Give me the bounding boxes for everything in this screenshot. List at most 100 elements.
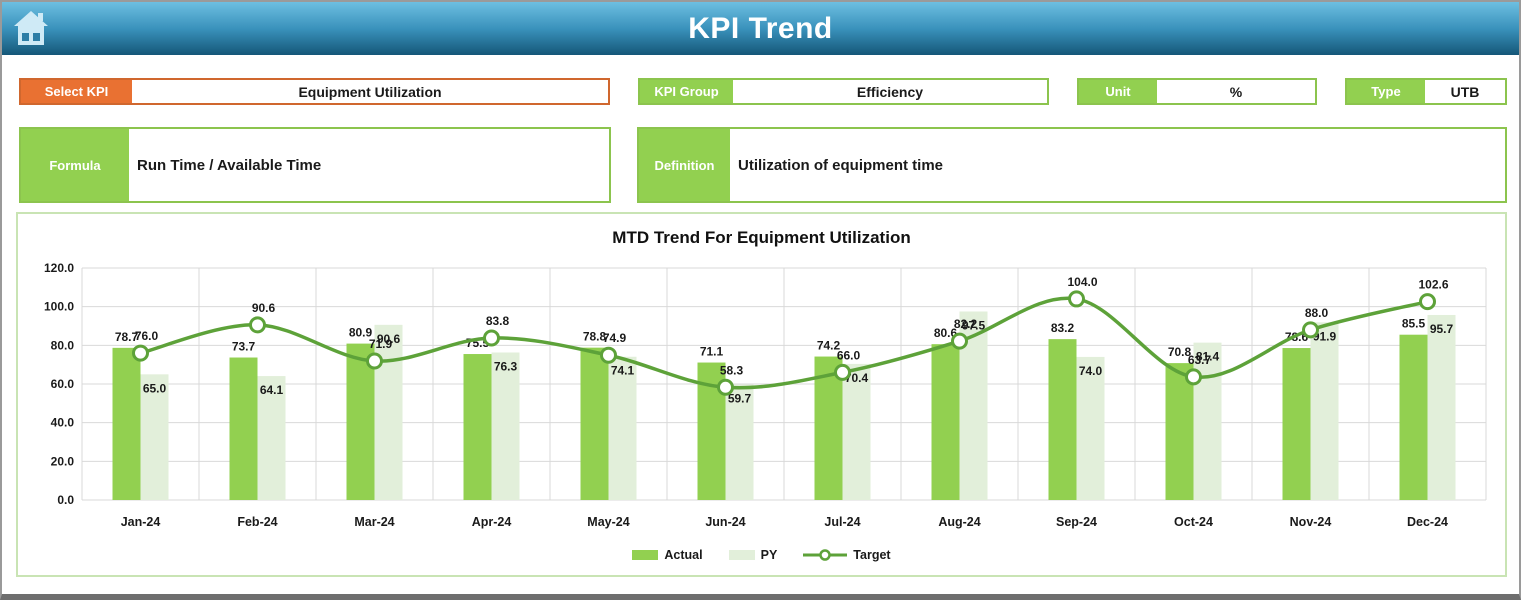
svg-text:76.3: 76.3 <box>494 359 518 373</box>
header-bar: KPI Trend <box>2 2 1519 55</box>
home-icon[interactable] <box>10 7 52 49</box>
svg-text:60.0: 60.0 <box>51 377 75 391</box>
home-icon-svg <box>14 11 48 45</box>
bar-actual <box>814 356 843 500</box>
legend-swatch-py <box>728 550 755 560</box>
svg-text:95.7: 95.7 <box>1430 322 1454 336</box>
svg-text:Sep-24: Sep-24 <box>1056 515 1097 529</box>
target-marker <box>951 332 968 350</box>
y-axis-labels: 0.0 20.0 40.0 60.0 80.0 100.0 120.0 <box>44 261 74 507</box>
target-marker <box>1419 293 1436 311</box>
svg-text:Jun-24: Jun-24 <box>705 515 745 529</box>
legend-item-actual: Actual <box>632 548 703 562</box>
svg-text:104.0: 104.0 <box>1067 275 1097 289</box>
definition-control: Definition Utilization of equipment time <box>637 127 1507 203</box>
svg-text:74.1: 74.1 <box>611 364 635 378</box>
svg-text:65.0: 65.0 <box>143 381 167 395</box>
x-axis-labels: Jan-24 Feb-24 Mar-24 Apr-24 May-24 Jun-24 Jul-… <box>121 515 1448 529</box>
definition-value: Utilization of equipment time <box>730 129 1505 201</box>
svg-text:40.0: 40.0 <box>51 416 75 430</box>
svg-text:71.1: 71.1 <box>700 345 724 359</box>
definition-label: Definition <box>639 129 730 201</box>
svg-text:20.0: 20.0 <box>51 454 75 468</box>
svg-text:80.0: 80.0 <box>51 338 75 352</box>
svg-text:71.9: 71.9 <box>369 337 393 351</box>
svg-text:80.9: 80.9 <box>349 326 373 340</box>
bar-actual <box>1165 363 1194 500</box>
bar-py <box>257 376 286 500</box>
svg-text:63.7: 63.7 <box>1188 353 1212 367</box>
bar-py <box>725 384 754 500</box>
target-marker <box>1302 321 1319 339</box>
formula-control: Formula Run Time / Available Time <box>19 127 611 203</box>
svg-text:Oct-24: Oct-24 <box>1174 515 1213 529</box>
target-marker <box>834 363 851 381</box>
chart-title: MTD Trend For Equipment Utilization <box>612 228 911 247</box>
bar-actual <box>229 357 258 500</box>
bar-actual <box>1048 339 1077 500</box>
svg-text:88.0: 88.0 <box>1305 306 1329 320</box>
svg-text:Nov-24: Nov-24 <box>1290 515 1332 529</box>
svg-text:74.2: 74.2 <box>817 339 841 353</box>
type-label: Type <box>1347 80 1425 103</box>
legend-line-target <box>803 549 848 561</box>
svg-text:73.7: 73.7 <box>232 340 256 354</box>
page-title: KPI Trend <box>688 11 833 45</box>
target-marker <box>1068 290 1085 308</box>
target-markers <box>132 290 1436 396</box>
bar-py <box>608 356 637 500</box>
target-marker <box>1185 368 1202 386</box>
bar-actual <box>931 344 960 500</box>
chart-legend: Actual PY Target <box>18 548 1505 562</box>
bar-actual <box>112 347 141 500</box>
svg-text:70.8: 70.8 <box>1168 345 1192 359</box>
bar-actual <box>346 343 375 500</box>
bar-py <box>1427 314 1456 500</box>
bar-actual <box>1282 348 1311 500</box>
legend-swatch-actual <box>632 550 659 560</box>
svg-text:0.0: 0.0 <box>57 493 74 507</box>
legend-label-target: Target <box>853 548 891 562</box>
type-control: Type UTB <box>1345 78 1507 105</box>
svg-text:83.2: 83.2 <box>1051 321 1075 335</box>
bar-py <box>140 374 169 500</box>
svg-text:Jul-24: Jul-24 <box>824 515 860 529</box>
select-kpi-value[interactable]: Equipment Utilization <box>132 80 608 103</box>
svg-text:82.2: 82.2 <box>954 317 978 331</box>
select-kpi-control: Select KPI Equipment Utilization <box>19 78 610 105</box>
bar-actual <box>1399 334 1428 500</box>
svg-text:74.0: 74.0 <box>1079 364 1103 378</box>
bar-actual <box>580 347 609 500</box>
svg-text:80.6: 80.6 <box>934 326 958 340</box>
legend-label-actual: Actual <box>664 548 703 562</box>
svg-text:85.5: 85.5 <box>1402 317 1426 331</box>
target-marker <box>600 346 617 364</box>
formula-label: Formula <box>21 129 129 201</box>
kpi-group-label: KPI Group <box>640 80 733 103</box>
formula-value: Run Time / Available Time <box>129 129 609 201</box>
svg-text:81.4: 81.4 <box>1196 350 1220 364</box>
target-marker <box>249 316 266 334</box>
trend-chart-panel: MTD Trend For Equipment Utilization 0.0 2… <box>16 212 1507 577</box>
svg-text:91.9: 91.9 <box>1313 329 1337 343</box>
svg-text:58.3: 58.3 <box>720 363 744 377</box>
svg-text:78.7: 78.7 <box>115 330 139 344</box>
bar-py <box>374 324 403 500</box>
svg-text:Jan-24: Jan-24 <box>121 515 161 529</box>
svg-text:90.6: 90.6 <box>377 332 401 346</box>
bar-py <box>842 363 871 500</box>
svg-text:59.7: 59.7 <box>728 392 752 406</box>
legend-label-py: PY <box>760 548 778 562</box>
svg-text:76.0: 76.0 <box>135 329 159 343</box>
target-marker <box>717 378 734 396</box>
svg-text:Feb-24: Feb-24 <box>237 515 277 529</box>
bar-actual <box>463 354 492 500</box>
bars-py <box>140 311 1456 500</box>
svg-text:90.6: 90.6 <box>252 301 276 315</box>
svg-text:Dec-24: Dec-24 <box>1407 515 1448 529</box>
bar-py <box>1076 356 1105 500</box>
target-marker <box>483 329 500 347</box>
svg-text:Aug-24: Aug-24 <box>938 515 980 529</box>
bar-py <box>491 352 520 500</box>
